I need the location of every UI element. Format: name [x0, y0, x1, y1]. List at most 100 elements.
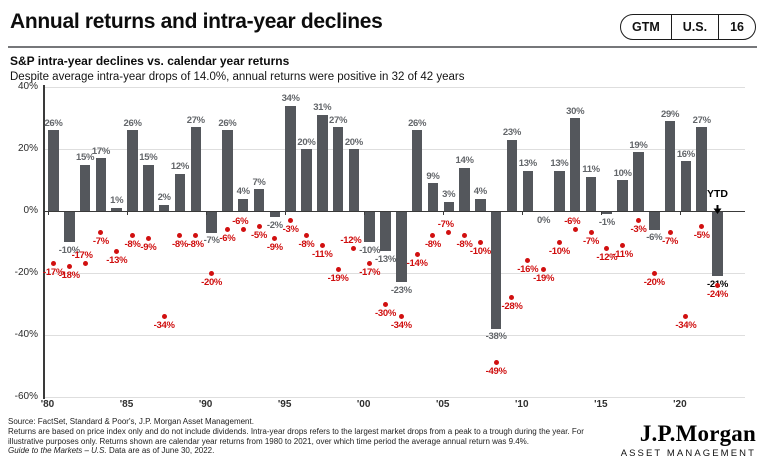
note-line: Returns are based on price index only an… [8, 426, 584, 446]
decline-dot [193, 233, 199, 239]
x-tick [442, 211, 444, 215]
return-bar-label: 10% [613, 167, 632, 179]
return-bar-label: -38% [485, 331, 507, 343]
decline-dot [288, 217, 294, 223]
return-bar-label: 12% [170, 161, 190, 173]
return-bar-label: 34% [281, 93, 300, 105]
x-tick [363, 211, 365, 215]
return-bar [222, 130, 233, 211]
x-tick-label: '00 [356, 399, 371, 410]
return-bar [601, 212, 613, 215]
decline-dot [398, 313, 404, 319]
x-tick-label: '15 [594, 399, 608, 410]
x-tick [600, 211, 602, 215]
decline-dot [509, 295, 515, 301]
decline-dot [556, 239, 562, 245]
decline-dot [319, 242, 325, 248]
decline-dot [635, 217, 641, 223]
return-bar-label: -13% [375, 253, 396, 265]
return-bar-label: 13% [518, 158, 537, 170]
return-bar-label: 15% [76, 152, 95, 163]
decline-dot-label: -9% [266, 242, 283, 254]
decline-dot [272, 236, 278, 242]
return-bar [301, 149, 312, 211]
return-bar-label: 31% [313, 102, 332, 114]
gtm-line-rest: Data are as of June 30, 2022. [106, 446, 215, 456]
decline-dot-label: -34% [153, 319, 175, 331]
return-bar [696, 127, 707, 211]
decline-dot-label: -8% [298, 239, 315, 251]
decline-dot-label: -28% [501, 301, 523, 313]
return-bar [522, 170, 534, 211]
return-bar [617, 180, 628, 211]
x-tick [284, 211, 286, 215]
decline-dot [256, 224, 262, 229]
decline-dot-label: -3% [282, 223, 299, 235]
decline-dot-label: -8% [124, 239, 141, 251]
decline-dot-label: -7% [437, 219, 454, 231]
decline-dot [430, 233, 436, 239]
badge-gtm: GTM [632, 20, 660, 34]
decline-dot [477, 239, 483, 245]
return-bar-label: 4% [473, 186, 487, 198]
return-bar-label: 13% [550, 158, 569, 170]
return-bar [506, 139, 518, 211]
return-bar-label: 11% [582, 164, 600, 176]
y-tick-label: -20% [14, 267, 38, 278]
decline-dot [525, 258, 531, 264]
decline-dot-label: -13% [106, 254, 128, 266]
decline-dot-label: -6% [232, 216, 249, 228]
x-tick [679, 211, 681, 215]
return-bar [143, 164, 154, 211]
return-bar-label: 9% [426, 170, 440, 182]
decline-dot-label: -30% [375, 307, 396, 319]
return-bar-label: 26% [44, 117, 63, 129]
decline-dot-label: -6% [564, 216, 581, 228]
decline-dot-label: -11% [612, 248, 633, 260]
decline-dot-label: -34% [675, 319, 697, 331]
decline-dot [114, 248, 120, 254]
zero-axis-line [44, 210, 745, 212]
return-bar-label: 27% [186, 114, 205, 126]
return-bar [427, 183, 439, 211]
return-bar [111, 207, 122, 211]
return-bar-label: -23% [390, 284, 412, 296]
decline-dot [98, 230, 104, 236]
decline-dot-label: -5% [693, 230, 710, 241]
return-bar-label: 20% [344, 136, 363, 148]
gridline [44, 273, 745, 274]
y-axis-labels: 40% 20% 0% -20% -40% -60% [0, 81, 38, 402]
return-bar-label: 4% [236, 186, 250, 198]
ytd-down-arrow-icon [713, 201, 722, 214]
x-tick [205, 211, 207, 215]
decline-dot-label: -8% [187, 239, 204, 251]
x-tick [47, 211, 49, 215]
decline-dot [620, 242, 626, 248]
decline-dot-label: -17% [71, 250, 93, 262]
jpmorgan-wordmark: J.P.Morgan [639, 421, 756, 446]
chart-plot-area: 26% -17% -10% -18% 15% -17% 17% -7% 1% -13% 26% -8%… [41, 85, 745, 410]
return-bar [459, 167, 470, 211]
return-bar [633, 152, 644, 211]
return-bar-label: 19% [629, 139, 648, 151]
decline-dot-label: -12% [340, 234, 362, 246]
decline-dot [209, 270, 215, 276]
return-bar-label: 17% [91, 145, 110, 157]
decline-dot [224, 227, 230, 233]
chart-title: S&P intra-year declines vs. calendar yea… [10, 54, 290, 68]
decline-dot [667, 230, 673, 236]
return-bar-label: 27% [692, 114, 711, 126]
return-bar [348, 149, 360, 211]
return-bar-label: -2% [266, 219, 283, 231]
return-bar-label: 26% [123, 117, 142, 129]
decline-dot [51, 261, 56, 267]
return-bar-label: 26% [218, 117, 237, 129]
decline-dot [240, 227, 246, 233]
decline-dot [367, 261, 373, 267]
jpmorgan-logo: J.P.Morgan ASSET MANAGEMENT [621, 422, 756, 459]
decline-dot [588, 230, 594, 236]
return-bar [237, 198, 249, 211]
decline-dot-label: -8% [424, 239, 441, 251]
return-bar [269, 212, 281, 218]
decline-dot-label: -11% [312, 248, 333, 260]
